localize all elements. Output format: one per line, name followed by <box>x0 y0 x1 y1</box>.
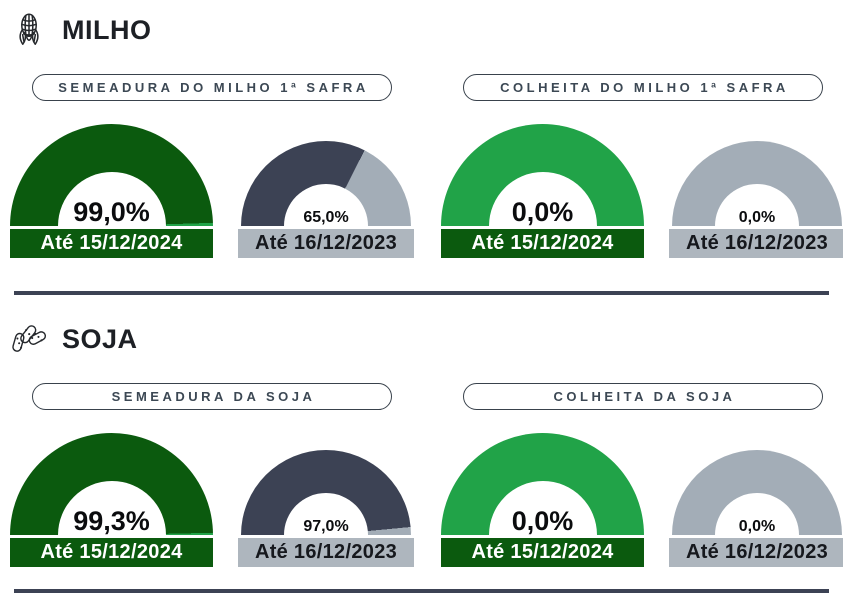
crop-section: MILHO SEMEADURA DO MILHO 1ª SAFRA 99,0% … <box>10 10 843 295</box>
soybean-icon <box>10 320 48 358</box>
gauge-arc-area: 99,3% <box>10 433 213 535</box>
section-divider <box>14 589 829 593</box>
gauge-hole: 0,0% <box>488 172 597 227</box>
gauge-hole: 65,0% <box>284 184 368 226</box>
gauge-hole: 99,3% <box>57 481 166 536</box>
gauge-date-label: Até 15/12/2024 <box>10 229 213 258</box>
gauges-row: 99,0% Até 15/12/2024 65,0% Até 16/12/202… <box>10 124 414 258</box>
gauge-date-label: Até 16/12/2023 <box>669 229 843 258</box>
gauge-arc: 0,0% <box>672 141 842 226</box>
group-label: SEMEADURA DO MILHO 1ª SAFRA <box>58 80 369 95</box>
gauge-date-label: Até 16/12/2023 <box>238 229 414 258</box>
gauge: 0,0% Até 15/12/2024 <box>441 124 644 258</box>
gauges-row: 99,3% Até 15/12/2024 97,0% Até 16/12/202… <box>10 433 414 567</box>
section-title: SOJA <box>62 323 138 354</box>
gauge-date-label: Até 16/12/2023 <box>669 538 843 567</box>
gauge-value: 0,0% <box>738 518 776 535</box>
gauge-arc: 97,0% <box>241 450 411 535</box>
crop-section: SOJA SEMEADURA DA SOJA 99,3% Até 15/12/2… <box>10 319 843 593</box>
gauge-hole: 0,0% <box>715 184 799 226</box>
gauge: 99,3% Até 15/12/2024 <box>10 433 213 567</box>
gauge-arc-area: 0,0% <box>669 141 843 226</box>
gauge-group: SEMEADURA DO MILHO 1ª SAFRA 99,0% Até 15… <box>10 74 414 258</box>
section-divider <box>14 291 829 295</box>
group-label-pill: SEMEADURA DA SOJA <box>32 383 392 410</box>
gauge: 0,0% Até 16/12/2023 <box>669 450 843 567</box>
gauge-hole: 0,0% <box>715 493 799 535</box>
gauge-group: COLHEITA DO MILHO 1ª SAFRA 0,0% Até 15/1… <box>441 74 843 258</box>
gauge-date-label: Até 16/12/2023 <box>238 538 414 567</box>
gauge-value: 0,0% <box>511 197 574 227</box>
group-label: COLHEITA DO MILHO 1ª SAFRA <box>500 80 789 95</box>
group-label: SEMEADURA DA SOJA <box>111 389 316 404</box>
group-label-pill: COLHEITA DO MILHO 1ª SAFRA <box>463 74 823 101</box>
gauge-arc-area: 0,0% <box>669 450 843 535</box>
gauge-value: 99,3% <box>73 506 150 536</box>
gauges-row: 0,0% Até 15/12/2024 0,0% Até 16/12/2023 <box>441 433 843 567</box>
gauge-date-label: Até 15/12/2024 <box>441 229 644 258</box>
group-label-pill: COLHEITA DA SOJA <box>463 383 823 410</box>
section-header: MILHO <box>10 10 843 50</box>
gauge-value: 0,0% <box>738 209 776 226</box>
gauge: 65,0% Até 16/12/2023 <box>238 141 414 258</box>
gauge-group: COLHEITA DA SOJA 0,0% Até 15/12/2024 0,0… <box>441 383 843 567</box>
gauge-groups: SEMEADURA DO MILHO 1ª SAFRA 99,0% Até 15… <box>10 74 843 258</box>
section-title: MILHO <box>62 14 152 45</box>
gauge-arc-area: 97,0% <box>238 450 414 535</box>
gauge-arc-area: 0,0% <box>441 433 644 535</box>
gauge-hole: 99,0% <box>57 172 166 227</box>
group-label: COLHEITA DA SOJA <box>553 389 736 404</box>
gauge-date-label: Até 15/12/2024 <box>441 538 644 567</box>
gauge-arc: 99,0% <box>10 124 213 226</box>
gauge-hole: 0,0% <box>488 481 597 536</box>
corn-icon <box>10 11 48 49</box>
gauge-arc: 0,0% <box>441 124 644 226</box>
gauge-arc: 65,0% <box>241 141 411 226</box>
gauge-arc-area: 65,0% <box>238 141 414 226</box>
gauge: 97,0% Até 16/12/2023 <box>238 450 414 567</box>
gauge-arc-area: 99,0% <box>10 124 213 226</box>
sections-container: MILHO SEMEADURA DO MILHO 1ª SAFRA 99,0% … <box>10 10 843 593</box>
gauge-group: SEMEADURA DA SOJA 99,3% Até 15/12/2024 9… <box>10 383 414 567</box>
gauge-hole: 97,0% <box>284 493 368 535</box>
gauge-value: 97,0% <box>303 518 349 535</box>
gauge: 0,0% Até 16/12/2023 <box>669 141 843 258</box>
gauge-arc-area: 0,0% <box>441 124 644 226</box>
gauge-arc: 0,0% <box>672 450 842 535</box>
gauge-arc: 0,0% <box>441 433 644 535</box>
gauge-value: 0,0% <box>511 506 574 536</box>
gauge-value: 65,0% <box>303 209 349 226</box>
gauge: 0,0% Até 15/12/2024 <box>441 433 644 567</box>
section-header: SOJA <box>10 319 843 359</box>
gauge: 99,0% Até 15/12/2024 <box>10 124 213 258</box>
gauge-groups: SEMEADURA DA SOJA 99,3% Até 15/12/2024 9… <box>10 383 843 567</box>
gauges-row: 0,0% Até 15/12/2024 0,0% Até 16/12/2023 <box>441 124 843 258</box>
gauge-value: 99,0% <box>73 197 150 227</box>
group-label-pill: SEMEADURA DO MILHO 1ª SAFRA <box>32 74 392 101</box>
gauge-date-label: Até 15/12/2024 <box>10 538 213 567</box>
gauge-arc: 99,3% <box>10 433 213 535</box>
